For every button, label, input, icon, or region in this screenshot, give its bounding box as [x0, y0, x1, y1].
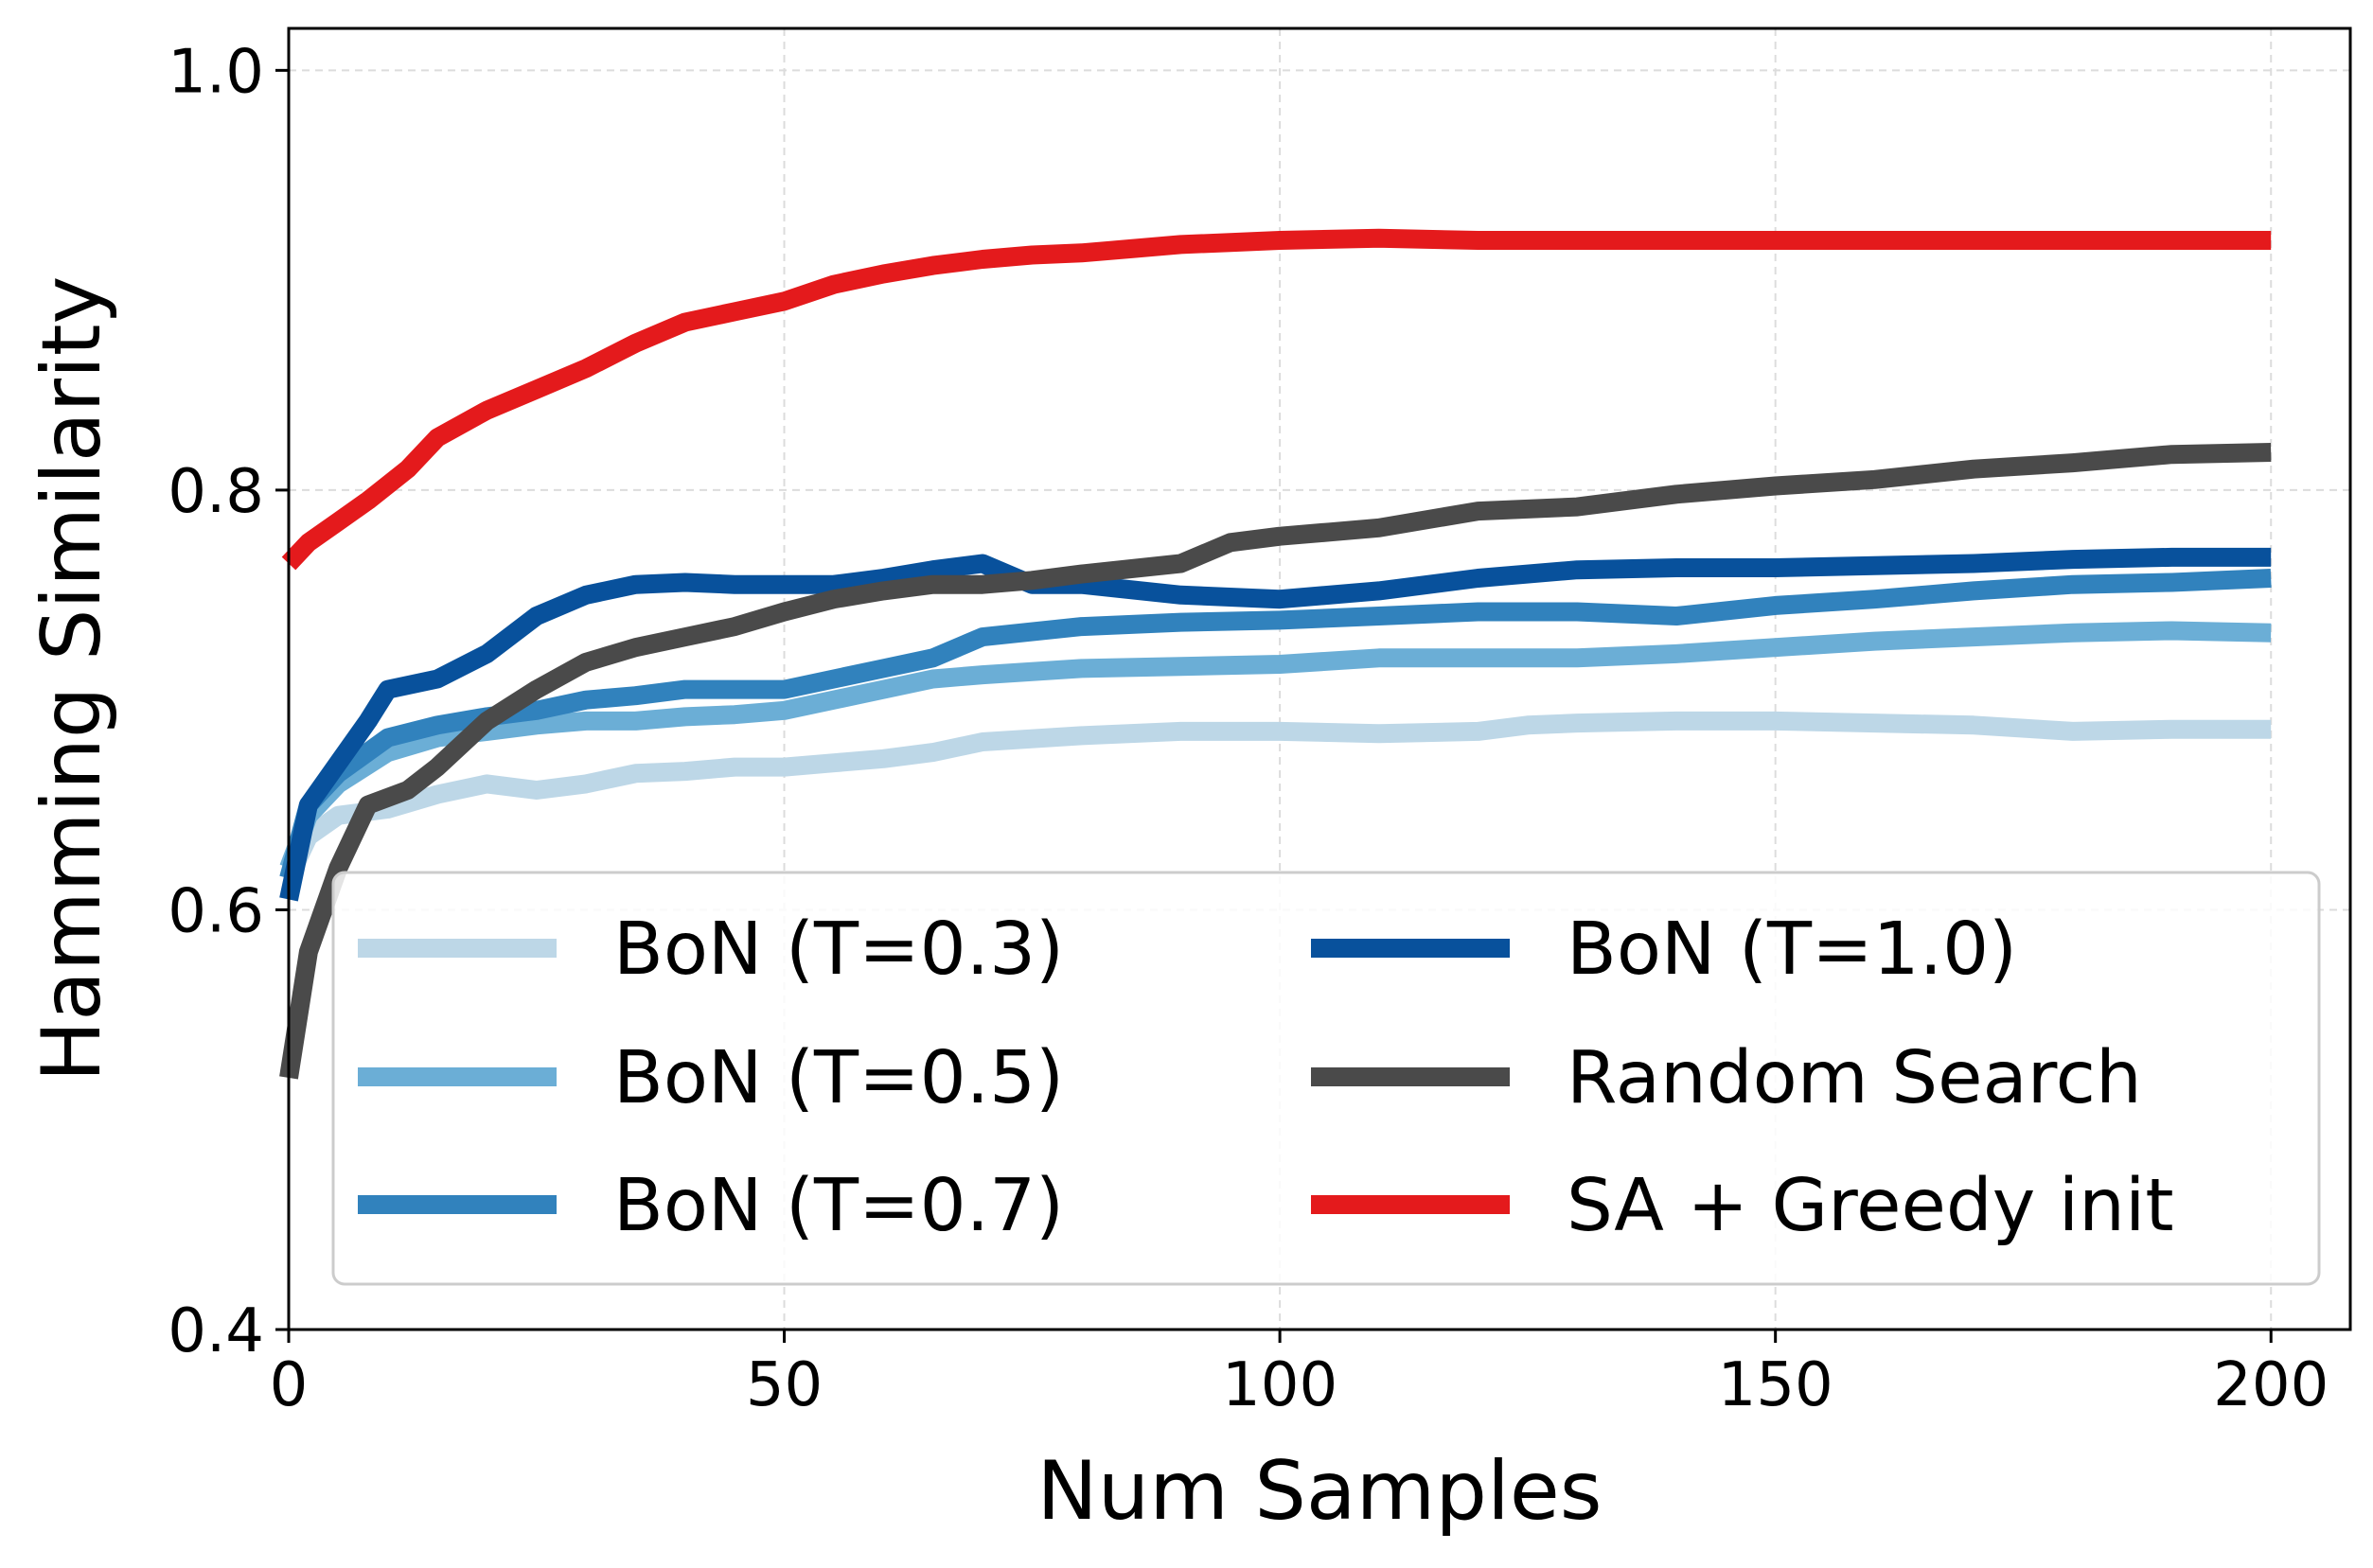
y-tick-label-1: 0.6	[168, 876, 264, 946]
x-tick-label-3: 150	[1718, 1350, 1833, 1420]
legend-label-3: BoN (T=1.0)	[1567, 907, 2017, 992]
x-tick-label-4: 200	[2213, 1350, 2329, 1420]
legend-label-2: BoN (T=0.7)	[613, 1164, 1064, 1248]
legend: BoN (T=0.3) BoN (T=0.5) BoN (T=0.7) BoN (T=…	[331, 871, 2321, 1286]
series-lines	[279, 228, 2272, 1080]
series-line-4	[279, 443, 2272, 1080]
y-tick-label-3: 1.0	[168, 37, 264, 107]
legend-label-5: SA + Greedy init	[1567, 1164, 2174, 1248]
series-line-0	[279, 711, 2272, 883]
y-tick-label-2: 0.8	[168, 457, 264, 527]
x-tick-label-0: 0	[270, 1350, 309, 1420]
series-line-3	[279, 547, 2272, 902]
y-tick-label-0: 0.4	[168, 1296, 264, 1366]
y-axis-title: Hamming Similarity	[25, 276, 119, 1083]
series-line-5	[281, 228, 2272, 571]
x-axis-title: Num Samples	[1036, 1444, 1602, 1539]
axis-ticks: 0 50 100 150 200 0.4 0.6 0.8 1.0	[168, 37, 2329, 1420]
plot-frame	[287, 26, 2352, 1331]
x-tick-label-1: 50	[746, 1350, 823, 1420]
series-line-2	[279, 569, 2272, 881]
x-tick-label-2: 100	[1222, 1350, 1337, 1420]
legend-label-0: BoN (T=0.3)	[613, 907, 1064, 992]
legend-label-1: BoN (T=0.5)	[613, 1036, 1064, 1120]
legend-label-4: Random Search	[1567, 1036, 2142, 1120]
